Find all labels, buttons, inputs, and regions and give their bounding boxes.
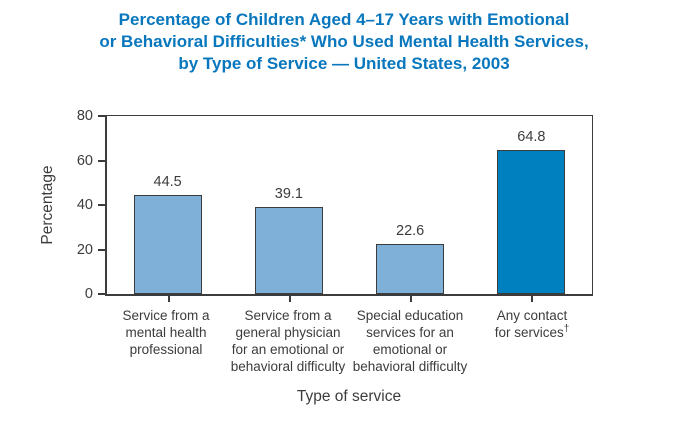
bar-slot: 64.8	[471, 116, 592, 302]
bar-value-label: 39.1	[274, 186, 303, 203]
chart-title: Percentage of Children Aged 4–17 Years w…	[0, 9, 688, 75]
bar-2: 39.1	[254, 186, 323, 294]
y-axis-tick	[98, 115, 105, 117]
y-axis-tick	[98, 159, 105, 162]
x-axis-label: Type of service	[296, 388, 402, 405]
y-axis-tick	[98, 204, 105, 206]
bar-slot: 44.5	[107, 116, 228, 302]
x-axis-tick	[288, 296, 291, 302]
bar-value-label: 44.5	[153, 174, 182, 190]
chart-title-line-1: Percentage of Children Aged 4–17 Years w…	[118, 10, 570, 29]
y-axis-tick	[98, 293, 105, 295]
y-axis-tick-label: 20	[76, 241, 93, 258]
category-label-4: Any contact for services†	[494, 308, 570, 340]
bar-4: 64.8	[497, 129, 566, 294]
chart-title-line-2: or Behavioral Difficulties* Who Used Men…	[99, 32, 589, 51]
chart-title-line-3: by Type of Service — United States, 2003	[178, 54, 510, 73]
bar-slot: 22.6	[350, 116, 471, 302]
bar-value-label: 64.8	[517, 128, 546, 145]
x-axis-tick	[531, 296, 534, 302]
bar-slot: 39.1	[228, 116, 349, 302]
plot-area: 44.5 39.1 22.6 64.8 0 20 40 60 80	[77, 108, 593, 302]
y-axis-tick	[98, 248, 105, 251]
x-axis-tick	[167, 296, 170, 302]
category-label-1: Service from a mental health professional	[122, 308, 210, 357]
y-axis-tick-label: 80	[76, 108, 93, 124]
category-label-3: Special education services for an emotiona…	[352, 308, 468, 374]
category-label-2: Service from a general physician for an em…	[230, 308, 346, 374]
y-axis-tick-label: 40	[76, 197, 93, 213]
bar-value-label: 22.6	[396, 222, 425, 239]
category-labels: Service from a mental health professional S…	[105, 307, 593, 375]
x-axis-tick	[410, 296, 413, 302]
y-axis-tick-label: 0	[84, 286, 93, 302]
bar-1: 44.5	[133, 174, 202, 294]
y-axis-tick-label: 60	[76, 152, 93, 169]
bar-3: 22.6	[376, 223, 445, 294]
dagger-footnote-marker: †	[563, 323, 570, 335]
y-axis-label: Percentage	[39, 165, 56, 245]
